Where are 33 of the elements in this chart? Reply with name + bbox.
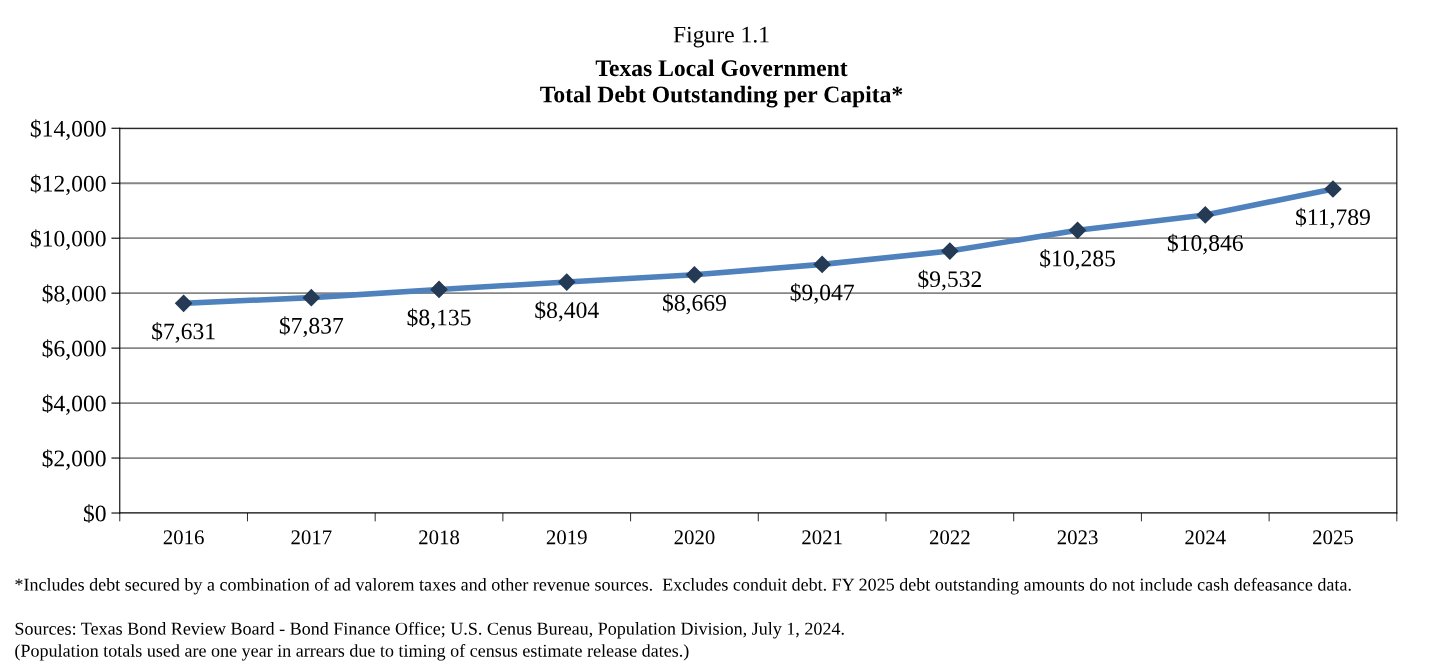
text: *Includes debt secured by a combination of ad valorem taxes and other revenue sources. Excludes conduit debt. FY 2025 debt outstanding amounts do not include cash defeasance data. xyxy=(15,577,1351,595)
x-tick-label: 2017 xyxy=(291,530,332,545)
y-tick-label: $2,000 xyxy=(42,449,106,470)
y-tick-label: $4,000 xyxy=(42,394,106,415)
text: $7,631 xyxy=(152,322,215,343)
x-tick-label: 2021 xyxy=(802,530,842,545)
text: $9,532 xyxy=(918,269,982,291)
x-tick-label: 2020 xyxy=(674,530,715,545)
y-tick-label: $14,000 xyxy=(30,119,106,141)
x-tick-label: 2018 xyxy=(419,530,460,545)
text: $10,846 xyxy=(1167,233,1243,255)
y-tick-label: $10,000 xyxy=(30,229,106,251)
text: $8,669 xyxy=(662,293,726,315)
y-tick-label: $8,000 xyxy=(42,284,106,305)
y-tick-label: $6,000 xyxy=(42,339,106,360)
x-tick-label: 2023 xyxy=(1057,530,1098,545)
y-tick-label: $0 xyxy=(83,504,106,524)
text: $8,135 xyxy=(407,308,471,329)
text: (Population totals used are one year in arrears due to timing of census estimate release dates.) xyxy=(15,643,689,661)
x-tick-label: 2022 xyxy=(929,530,970,545)
x-tick-label: 2016 xyxy=(163,530,204,545)
text: $7,837 xyxy=(279,316,344,338)
chart-title: Figure 1.1 xyxy=(673,26,769,48)
text: $9,047 xyxy=(790,283,854,304)
text: $8,404 xyxy=(535,300,599,322)
x-tick-label: 2019 xyxy=(546,530,587,545)
text: $11,789 xyxy=(1296,207,1370,229)
x-tick-label: 2025 xyxy=(1313,530,1353,545)
x-tick-label: 2024 xyxy=(1185,530,1226,545)
chart-subtitle: Texas Local Government Total Debt Outstanding per Capita* xyxy=(540,59,903,108)
text: $10,285 xyxy=(1040,249,1116,270)
y-tick-label: $12,000 xyxy=(30,174,106,196)
source-note: Sources: Texas Bond Review Board - Bond Finance Office; U.S. Cenus Bureau, Population Division, July 1, 2024. xyxy=(15,621,844,639)
